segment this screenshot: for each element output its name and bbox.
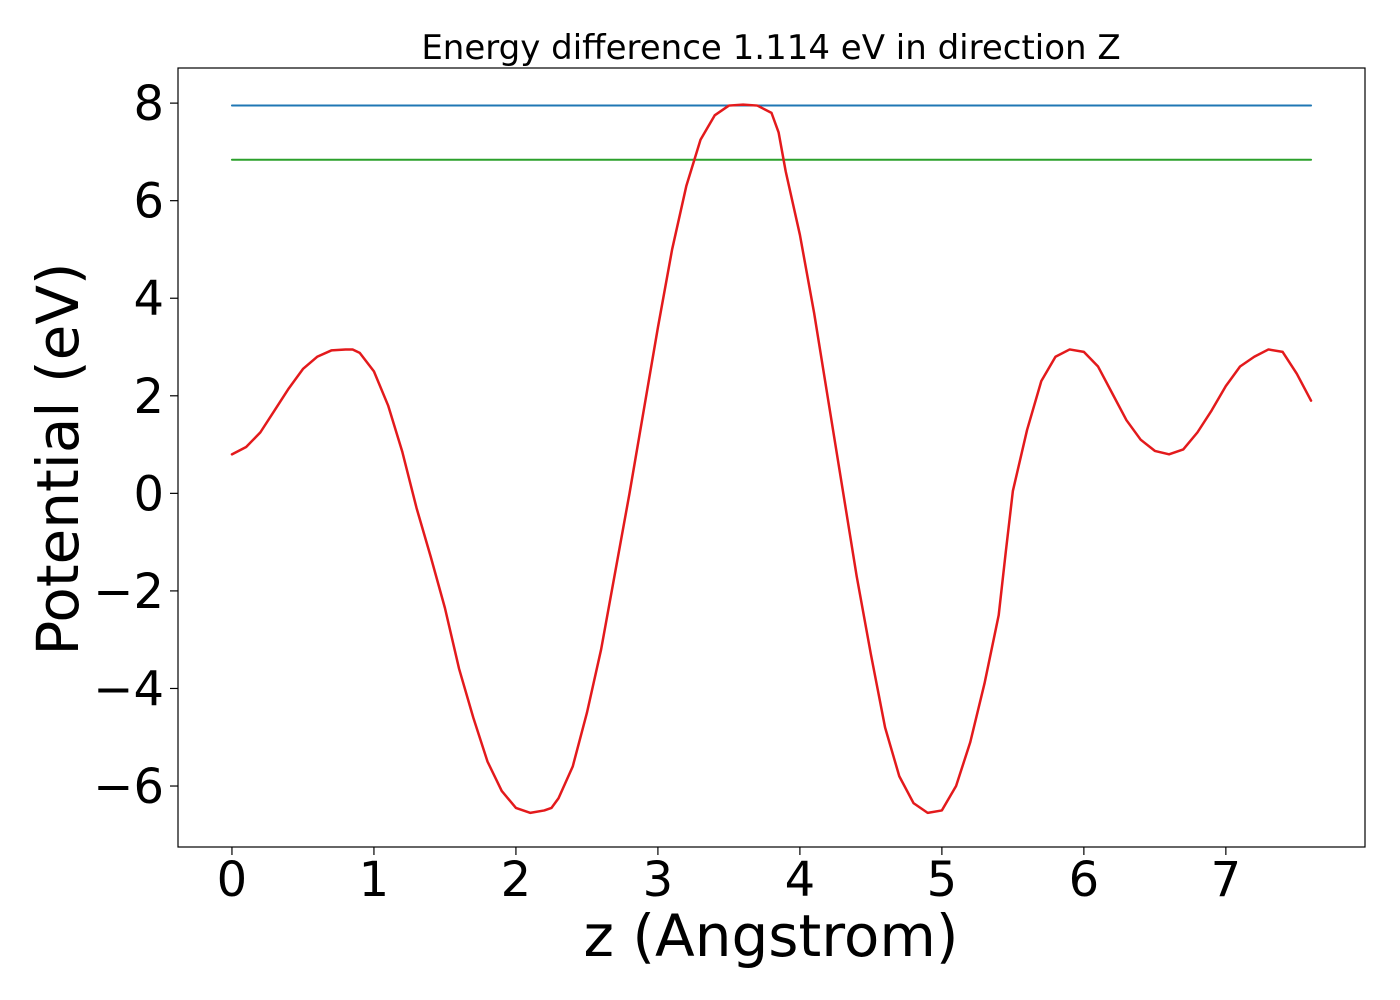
y-tick-label-1: −4	[93, 661, 164, 717]
chart-title: Energy difference 1.114 eV in direction …	[421, 28, 1120, 68]
x-tick-label-3: 3	[643, 852, 674, 908]
y-tick-label-7: 8	[133, 76, 164, 132]
y-tick-label-0: −6	[93, 759, 164, 815]
plot-frame	[177, 67, 1366, 848]
plot-area: 0 1 2 3 4 5 6 7 −6 −4 −2 0 2 4 6 8	[93, 67, 1366, 908]
x-tick-label-1: 1	[359, 852, 390, 908]
x-tick-label-7: 7	[1211, 852, 1242, 908]
y-tick-label-6: 6	[133, 174, 164, 230]
series-line-3	[230, 103, 1313, 815]
x-tick-label-0: 0	[217, 852, 248, 908]
y-tick-label-2: −2	[93, 564, 164, 620]
x-tick-label-5: 5	[927, 852, 958, 908]
y-axis-label: Potential (eV)	[24, 262, 92, 655]
x-tick-label-6: 6	[1069, 852, 1100, 908]
y-tick-label-4: 2	[133, 369, 164, 425]
y-tick-label-5: 4	[133, 271, 164, 327]
x-axis-label: z (Angstrom)	[584, 902, 959, 970]
y-tick-label-3: 0	[133, 466, 164, 522]
x-tick-label-4: 4	[785, 852, 816, 908]
x-tick-label-2: 2	[501, 852, 532, 908]
